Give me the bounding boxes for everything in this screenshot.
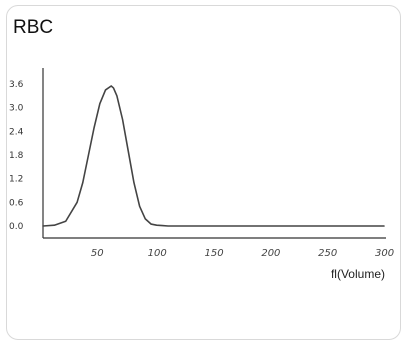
series-line xyxy=(42,85,385,227)
y-tick-label: 1.2 xyxy=(9,175,23,185)
card-title: RBC xyxy=(13,17,54,38)
x-tick-label: 200 xyxy=(261,248,280,259)
x-axis-label: fl(Volume) xyxy=(331,267,385,281)
y-tick-label: 0.0 xyxy=(9,222,24,232)
y-tick-label: 2.4 xyxy=(9,127,24,137)
y-tick-label: 3.6 xyxy=(9,80,24,90)
x-tick-label: 150 xyxy=(205,248,224,259)
x-tick-label: 250 xyxy=(318,248,337,259)
y-tick-label: 0.6 xyxy=(9,198,24,208)
rbc-histogram-card: RBC 0.0 0.6 1.2 1.8 2.4 3.0 3.6 50 100 150 200 250 3… xyxy=(6,5,401,340)
x-tick-label: 300 xyxy=(375,248,394,259)
x-tick-label: 100 xyxy=(148,248,167,259)
plot-area: 0.0 0.6 1.2 1.8 2.4 3.0 3.6 50 100 150 200 250 300 fl… xyxy=(9,68,394,281)
y-tick-label: 1.8 xyxy=(9,151,24,161)
y-tick-label: 3.0 xyxy=(9,104,24,114)
rbc-histogram-chart: 0.0 0.6 1.2 1.8 2.4 3.0 3.6 50 100 150 200 250 300 fl… xyxy=(9,68,394,281)
x-tick-label: 50 xyxy=(91,248,104,259)
